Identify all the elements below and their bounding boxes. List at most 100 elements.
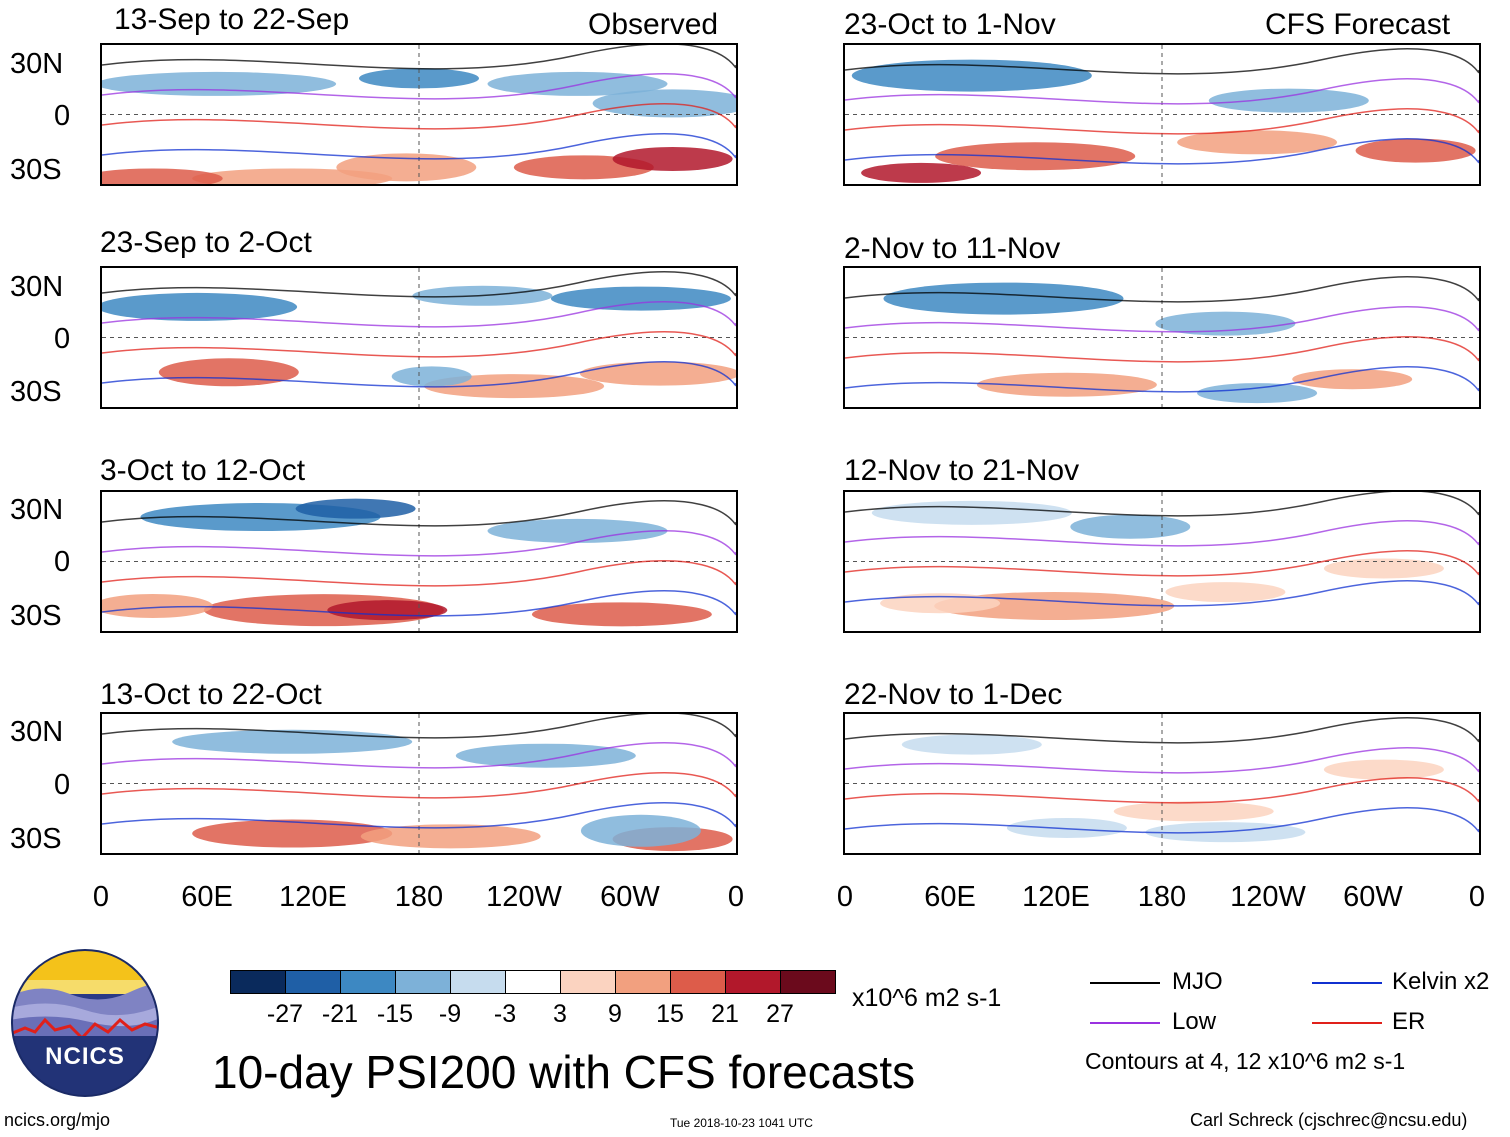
lat-label: 30N (10, 494, 64, 526)
colorbar-swatch (615, 970, 671, 994)
colorbar-label: 9 (608, 1000, 622, 1028)
colorbar-swatch (285, 970, 341, 994)
colorbar-units: x10^6 m2 s-1 (852, 984, 1002, 1012)
lat-label: 30S (10, 376, 62, 408)
map-panel (100, 490, 738, 633)
logo-text: NCICS (45, 1043, 125, 1070)
panel-title: 13-Oct to 22-Oct (100, 678, 322, 711)
anomaly-shading (880, 593, 1001, 614)
lat-label: 30S (10, 600, 62, 632)
contour-line (845, 520, 1479, 547)
colorbar-label: -9 (438, 1000, 462, 1028)
contour-line (102, 742, 736, 769)
anomaly-shading (1113, 801, 1274, 822)
legend-line-mjo (1090, 982, 1160, 984)
lat-label: 30S (10, 823, 62, 855)
forecast-label: CFS Forecast (1265, 8, 1451, 41)
lat-label: 0 (54, 546, 71, 578)
anomaly-shading (901, 734, 1042, 755)
colorbar-swatch (230, 970, 286, 994)
lat-label: 30N (10, 271, 64, 303)
colorbar-label: -27 (266, 1000, 304, 1028)
lat-label: 30N (10, 716, 64, 748)
contour-line (845, 550, 1479, 577)
footer-credit: Carl Schreck (cjschrec@ncsu.edu) (1190, 1110, 1468, 1130)
map-panel (100, 712, 738, 855)
anomaly-shading (158, 358, 299, 387)
lon-label: 60E (181, 881, 233, 913)
lon-label: 120E (279, 881, 347, 913)
contour-line (102, 714, 736, 739)
legend-label-kelvin: Kelvin x2 (1392, 968, 1490, 995)
contour-note: Contours at 4, 12 x10^6 m2 s-1 (1085, 1048, 1406, 1074)
contour-line (845, 366, 1479, 393)
legend-line-low (1090, 1022, 1160, 1024)
panel-title: 23-Oct to 1-Nov (844, 8, 1056, 41)
footer-timestamp: Tue 2018-10-23 1041 UTC (670, 1116, 813, 1130)
ncics-logo (11, 949, 159, 1097)
anomaly-shading (550, 286, 731, 311)
contour-line (845, 78, 1479, 105)
colorbar-swatch (670, 970, 726, 994)
lon-label: 180 (394, 881, 444, 913)
contour-line (102, 590, 736, 617)
map-panel (100, 43, 738, 186)
contour-line (102, 500, 736, 527)
contour-line (102, 45, 736, 70)
anomaly-shading (172, 729, 413, 754)
contour-line (845, 306, 1479, 333)
colorbar-label: -15 (376, 1000, 414, 1028)
anomaly-shading (1208, 88, 1369, 113)
anomaly-shading (295, 498, 416, 519)
lat-label: 30S (10, 154, 62, 186)
anomaly-shading (1355, 138, 1476, 163)
anomaly-shading (336, 153, 477, 182)
contour-line (845, 807, 1479, 834)
colorbar-label: 15 (656, 1000, 684, 1028)
anomaly-shading (102, 593, 213, 618)
anomaly-shading (102, 168, 223, 184)
colorbar-swatch (505, 970, 561, 994)
anomaly-shading (487, 71, 668, 96)
colorbar-swatch (780, 970, 836, 994)
colorbar-swatch (725, 970, 781, 994)
contour-line (102, 361, 736, 388)
colorbar-swatch (560, 970, 616, 994)
panel-title: 23-Sep to 2-Oct (100, 226, 312, 259)
lon-label: 0 (1468, 881, 1486, 913)
contour-line (845, 138, 1479, 165)
anomaly-shading (851, 59, 1092, 92)
colorbar-label: 21 (711, 1000, 739, 1028)
colorbar-label: 27 (766, 1000, 794, 1028)
contour-line (102, 301, 736, 328)
anomaly-shading (1070, 514, 1191, 539)
contour-line (845, 108, 1479, 135)
observed-label: Observed (588, 8, 719, 41)
colorbar-label: -21 (321, 1000, 359, 1028)
footer-url[interactable]: ncics.org/mjo (4, 1110, 111, 1130)
contour-line (102, 103, 736, 130)
lon-label: 60W (600, 881, 660, 913)
legend-line-kelvin (1312, 982, 1382, 984)
lat-label: 0 (54, 769, 71, 801)
map-panel (100, 266, 738, 409)
contour-line (102, 772, 736, 799)
anomaly-shading (871, 500, 1072, 525)
anomaly-shading (391, 366, 472, 387)
map-panel (843, 490, 1481, 633)
colorbar-label: 3 (553, 1000, 567, 1028)
lat-label: 0 (54, 323, 71, 355)
contour-line (845, 777, 1479, 804)
contour-line (102, 271, 736, 298)
colorbar-swatch (340, 970, 396, 994)
anomaly-shading (1177, 130, 1338, 155)
colorbar-swatch (395, 970, 451, 994)
anomaly-shading (580, 814, 701, 847)
anomaly-shading (192, 819, 393, 848)
contour-line (102, 73, 736, 100)
contour-line (845, 48, 1479, 75)
lon-label: 120W (1230, 881, 1306, 913)
contour-line (845, 492, 1479, 517)
anomaly-shading (531, 602, 712, 627)
contour-line (102, 133, 736, 160)
